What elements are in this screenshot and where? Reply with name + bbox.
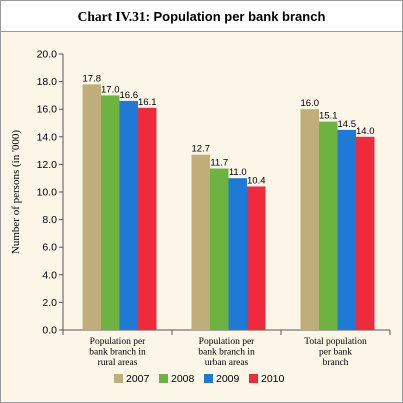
y-tick-label: 14.0: [37, 131, 58, 143]
y-tick-label: 2.0: [42, 297, 57, 309]
data-label: 11.7: [210, 158, 228, 169]
y-tick-label: 16.0: [37, 104, 58, 116]
data-label: 15.1: [319, 111, 338, 122]
x-category-label: Population per: [90, 337, 147, 347]
bar: [247, 186, 266, 330]
x-category-label: urban areas: [205, 358, 249, 368]
data-label: 14.5: [338, 119, 357, 130]
x-category-label: bank branch in: [89, 348, 146, 358]
y-tick-label: 4.0: [42, 269, 57, 281]
data-label: 17.0: [101, 84, 120, 95]
y-tick-label: 0.0: [42, 325, 57, 337]
chart-name: Population per bank branch: [153, 9, 326, 24]
x-category-label: rural areas: [98, 358, 138, 368]
y-tick-label: 8.0: [42, 214, 57, 226]
legend-swatch: [204, 374, 213, 383]
bar: [119, 100, 138, 330]
y-tick-label: 20.0: [37, 49, 58, 61]
legend-swatch: [249, 374, 258, 383]
y-tick-label: 10.0: [37, 187, 58, 199]
x-category-label: Total population: [304, 337, 367, 347]
y-tick-label: 18.0: [37, 76, 58, 88]
bar: [210, 168, 229, 330]
data-label: 14.0: [356, 126, 375, 137]
legend-label: 2008: [171, 373, 195, 385]
data-label: 16.1: [138, 97, 157, 108]
bar: [228, 178, 247, 330]
legend-label: 2009: [216, 373, 240, 385]
legend-label: 2007: [126, 373, 150, 385]
x-category-label: Population per: [199, 337, 256, 347]
data-label: 10.4: [247, 175, 266, 186]
data-label: 16.6: [120, 90, 139, 101]
legend-swatch: [114, 374, 123, 383]
data-label: 17.8: [83, 73, 102, 84]
x-category-label: bank branch in: [198, 348, 255, 358]
y-axis-label: Number of persons (in '000): [10, 130, 22, 255]
x-category-label: branch: [323, 358, 349, 368]
bar: [337, 129, 356, 330]
bar: [300, 109, 319, 330]
bar: [191, 154, 210, 330]
chart-title: Chart IV.31: Population per bank branch: [1, 1, 402, 32]
chart-number: Chart IV.31:: [77, 9, 151, 24]
bar: [101, 95, 120, 331]
legend-label: 2010: [261, 373, 285, 385]
bar: [82, 84, 101, 330]
y-tick-label: 12.0: [37, 159, 58, 171]
bar: [356, 136, 375, 330]
data-label: 11.0: [229, 167, 247, 178]
data-label: 16.0: [301, 98, 320, 109]
legend-swatch: [159, 374, 168, 383]
x-category-label: per bank: [319, 348, 352, 358]
bar: [138, 107, 157, 330]
y-tick-label: 6.0: [42, 242, 57, 254]
bar: [319, 121, 338, 331]
data-label: 12.7: [192, 144, 211, 155]
